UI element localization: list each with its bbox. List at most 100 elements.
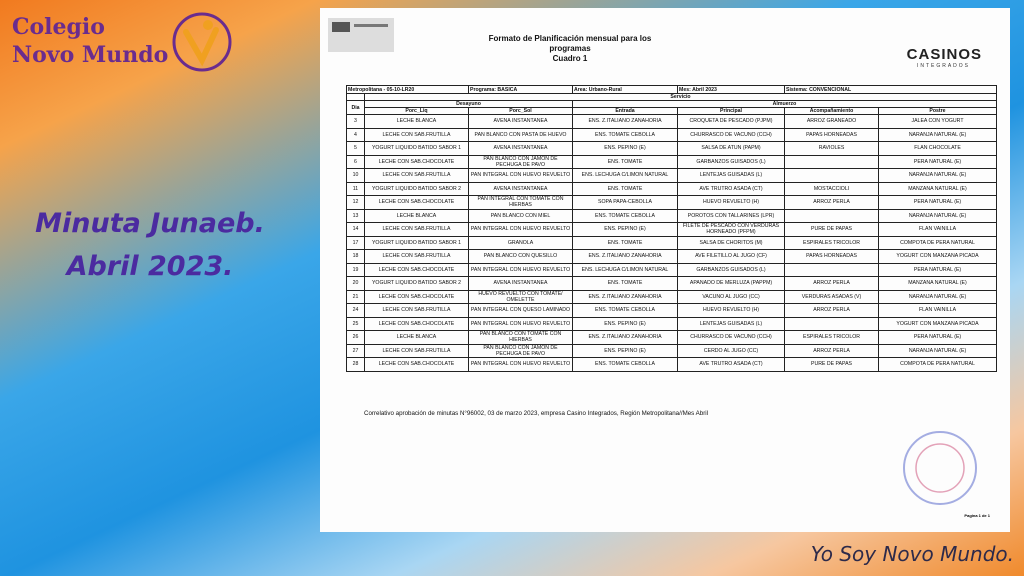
menu-row: 11 YOGURT LIQUIDO BATIDO SABOR 2 AVENA INS… bbox=[346, 181, 997, 196]
menu-cell: LECHE CON SAB.FRUTILLA bbox=[364, 222, 469, 237]
menu-row: 3 LECHE BLANCA AVENA INSTANTANEA ENS. Z.ITA… bbox=[346, 114, 997, 129]
menu-cell: MOSTACCIOLI bbox=[784, 181, 879, 196]
menu-cell bbox=[784, 168, 879, 183]
stamp bbox=[903, 431, 977, 505]
group-header: Desayuno bbox=[364, 100, 573, 108]
menu-cell: AVENA INSTANTANEA bbox=[468, 141, 573, 156]
menu-table: Metropolitana - 05-10-LR20 Programa: BASI… bbox=[346, 85, 997, 372]
column-header: Postre bbox=[878, 107, 997, 115]
note: Correlativo aprobación de minutas N°9600… bbox=[364, 410, 709, 417]
menu-cell: LECHE CON SAB.CHOCOLATE bbox=[364, 289, 469, 304]
service-header: Servicio bbox=[364, 93, 997, 101]
menu-cell: ESPIRALES TRICOLOR bbox=[784, 330, 879, 345]
day-cell: 25 bbox=[346, 316, 365, 331]
column-header: Porc_Sol bbox=[468, 107, 573, 115]
menu-cell: LENTEJAS GUISADAS (L) bbox=[677, 316, 785, 331]
menu-cell: FILETE DE PESCADO CON VERDURAS HORNEADO … bbox=[677, 222, 785, 237]
menu-cell: LECHE BLANCA bbox=[364, 114, 469, 129]
menu-cell: CROQUETA DE PESCADO (PJPM) bbox=[677, 114, 785, 129]
menu-cell: ENS. TOMATE CEBOLLA bbox=[572, 208, 678, 223]
menu-cell: LECHE CON SAB.FRUTILLA bbox=[364, 249, 469, 264]
menu-cell: PAN BLANCO CON JAMON DE PECHUGA DE PAVO bbox=[468, 154, 573, 169]
logo-emblem bbox=[172, 12, 232, 72]
menu-cell: AVE FILETILLO AL JUGO (CF) bbox=[677, 249, 785, 264]
menu-cell: YOGURT CON MANZANA PICADA bbox=[878, 316, 997, 331]
logo-text: Colegio bbox=[12, 14, 105, 40]
menu-cell: PERA NATURAL (E) bbox=[878, 330, 997, 345]
menu-row: 25 LECHE CON SAB.CHOCOLATE PAN INTEGRAL CO… bbox=[346, 316, 997, 331]
day-cell: 6 bbox=[346, 154, 365, 169]
brand-sub: INTEGRADOS bbox=[916, 63, 970, 69]
menu-cell bbox=[784, 154, 879, 169]
menu-cell: AVENA INSTANTANEA bbox=[468, 276, 573, 291]
menu-cell: PAN BLANCO CON TOMATE CON HIERBAS bbox=[468, 330, 573, 345]
menu-cell: NARANJA NATURAL (E) bbox=[878, 289, 997, 304]
menu-cell: LECHE CON SAB.CHOCOLATE bbox=[364, 262, 469, 277]
menu-cell: FLAN VAINILLA bbox=[878, 303, 997, 318]
day-cell: 18 bbox=[346, 249, 365, 264]
menu-cell: ENS. LECHUGA C/LIMON NATURAL bbox=[572, 262, 678, 277]
menu-row: 14 LECHE CON SAB.FRUTILLA PAN INTEGRAL CON… bbox=[346, 222, 997, 237]
menu-cell: NARANJA NATURAL (E) bbox=[878, 127, 997, 142]
menu-cell: GRANOLA bbox=[468, 235, 573, 250]
day-cell: 13 bbox=[346, 208, 365, 223]
menu-cell: LECHE CON SAB.CHOCOLATE bbox=[364, 316, 469, 331]
menu-cell: MANZANA NATURAL (E) bbox=[878, 276, 997, 291]
menu-cell: YOGURT LIQUIDO BATIDO SABOR 1 bbox=[364, 235, 469, 250]
menu-cell: LECHE CON SAB.FRUTILLA bbox=[364, 303, 469, 318]
footer-text: Yo Soy Novo Mundo. bbox=[810, 542, 1014, 566]
menu-cell: APANADO DE MERLUZA (PAPPM) bbox=[677, 276, 785, 291]
menu-cell: ENS. TOMATE CEBOLLA bbox=[572, 357, 678, 372]
info-cell: Area: Urbano-Rural bbox=[572, 85, 678, 94]
day-cell: 14 bbox=[346, 222, 365, 237]
day-cell: 28 bbox=[346, 357, 365, 372]
menu-cell: VACUNO AL JUGO (CC) bbox=[677, 289, 785, 304]
doc-title: Formato de Planificación mensual para lo… bbox=[488, 34, 652, 43]
menu-cell: VERDURAS ASADAS (V) bbox=[784, 289, 879, 304]
menu-cell: LECHE CON SAB.FRUTILLA bbox=[364, 343, 469, 358]
column-header: Entrada bbox=[572, 107, 678, 115]
logo-text: Novo Mundo bbox=[12, 42, 169, 68]
menu-cell: PAN INTEGRAL CON TOMATE CON HIERBAS bbox=[468, 195, 573, 210]
menu-row: 26 LECHE BLANCA PAN BLANCO CON TOMATE CON … bbox=[346, 330, 997, 345]
menu-cell: PAPAS HORNEADAS bbox=[784, 249, 879, 264]
menu-cell: PERA NATURAL (E) bbox=[878, 262, 997, 277]
menu-cell: GARBANZOS GUISADOS (L) bbox=[677, 262, 785, 277]
menu-cell: ENS. TOMATE CEBOLLA bbox=[572, 303, 678, 318]
menu-row: 28 LECHE CON SAB.CHOCOLATE PAN INTEGRAL CO… bbox=[346, 357, 997, 372]
menu-row: 4 LECHE CON SAB.FRUTILLA PAN BLANCO CON PA… bbox=[346, 127, 997, 142]
menu-row: 20 YOGURT LIQUIDO BATIDO SABOR 2 AVENA INS… bbox=[346, 276, 997, 291]
menu-cell: AVE TRUTRO ASADA (CT) bbox=[677, 181, 785, 196]
day-cell: 11 bbox=[346, 181, 365, 196]
menu-cell: YOGURT LIQUIDO BATIDO SABOR 2 bbox=[364, 181, 469, 196]
info-cell: Mes: Abril 2023 bbox=[677, 85, 785, 94]
menu-cell: PAN INTEGRAL CON HUEVO REVUELTO bbox=[468, 316, 573, 331]
menu-cell bbox=[784, 208, 879, 223]
menu-cell: AVE TRUTRO ASADA (CT) bbox=[677, 357, 785, 372]
menu-cell: LECHE BLANCA bbox=[364, 208, 469, 223]
day-cell: 26 bbox=[346, 330, 365, 345]
menu-cell: LECHE CON SAB.FRUTILLA bbox=[364, 168, 469, 183]
menu-cell: ENS. PEPINO (E) bbox=[572, 343, 678, 358]
column-header: Principal bbox=[677, 107, 785, 115]
day-cell: 5 bbox=[346, 141, 365, 156]
menu-cell: HUEVO REVUELTO (H) bbox=[677, 303, 785, 318]
column-header: Porc_Liq bbox=[364, 107, 469, 115]
day-cell: 12 bbox=[346, 195, 365, 210]
column-header: Dia bbox=[346, 100, 365, 115]
menu-cell: PAN BLANCO CON QUESILLO bbox=[468, 249, 573, 264]
menu-cell: AVENA INSTANTANEA bbox=[468, 114, 573, 129]
day-cell: 17 bbox=[346, 235, 365, 250]
menu-cell: PAN BLANCO CON PASTA DE HUEVO bbox=[468, 127, 573, 142]
menu-cell: NARANJA NATURAL (E) bbox=[878, 343, 997, 358]
menu-cell: YOGURT LIQUIDO BATIDO SABOR 1 bbox=[364, 141, 469, 156]
menu-cell: ARROZ PERLA bbox=[784, 303, 879, 318]
menu-cell: LECHE CON SAB.CHOCOLATE bbox=[364, 154, 469, 169]
day-cell: 27 bbox=[346, 343, 365, 358]
menu-cell: CHURRASCO DE VACUNO (CCH) bbox=[677, 127, 785, 142]
menu-cell: PAN BLANCO CON MIEL bbox=[468, 208, 573, 223]
menu-cell: LECHE CON SAB.CHOCOLATE bbox=[364, 357, 469, 372]
menu-cell: MANZANA NATURAL (E) bbox=[878, 181, 997, 196]
menu-row: 12 LECHE CON SAB.CHOCOLATE PAN INTEGRAL CO… bbox=[346, 195, 997, 210]
menu-cell: ENS. TOMATE CEBOLLA bbox=[572, 127, 678, 142]
